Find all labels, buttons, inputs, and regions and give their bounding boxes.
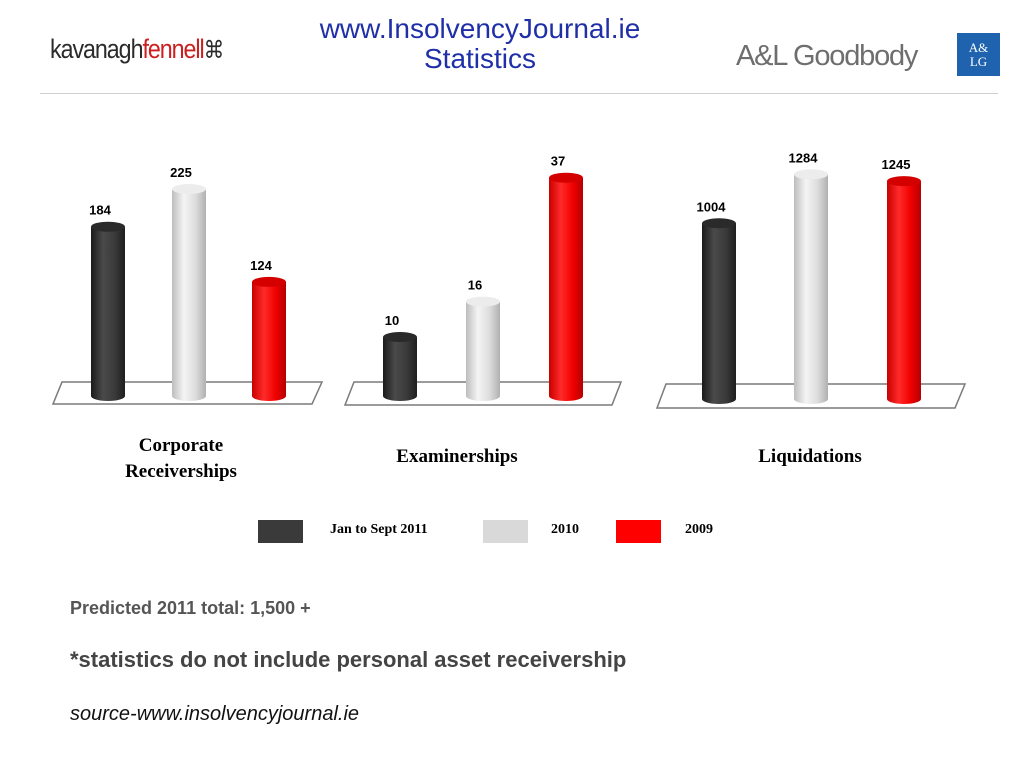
bar	[549, 177, 583, 401]
legend-swatch-2011	[258, 520, 303, 543]
al-goodbody-logo-text: A&L Goodbody	[736, 40, 918, 72]
bar	[252, 281, 286, 401]
data-label: 1245	[882, 157, 911, 172]
title-line-1: www.InsolvencyJournal.ie	[319, 13, 641, 44]
data-label: 1004	[697, 199, 727, 214]
bar	[172, 189, 206, 401]
bar	[702, 223, 736, 404]
category-label-line: Corporate	[138, 435, 224, 456]
bar	[794, 174, 828, 404]
bar	[466, 301, 500, 401]
predicted-total-note: Predicted 2011 total: 1,500 +	[70, 598, 311, 618]
data-label: 16	[468, 278, 482, 293]
disclaimer-note: *statistics do not include personal asse…	[70, 647, 627, 672]
legend-swatch-2009	[616, 520, 661, 543]
bar-cap	[252, 276, 286, 287]
bar-cap	[466, 296, 500, 307]
category-label-corporate-receiverships: Corporate Receiverships	[96, 433, 266, 485]
bar-cap	[91, 221, 125, 232]
logo-left-part2: fennell	[142, 34, 204, 64]
legend-label-2009: 2009	[685, 522, 713, 537]
logo-left-part1: kavanagh	[50, 34, 143, 64]
source-note: source-www.insolvencyjournal.ie	[70, 703, 360, 725]
data-label: 1284	[789, 150, 819, 165]
category-label-line: Receiverships	[125, 461, 237, 482]
kavanagh-fennell-logo: kavanaghfennell⌘	[50, 34, 225, 65]
bar-cap	[887, 176, 921, 187]
bar-chart: 184 225 124 10 16 37 1004 1284 1245	[51, 150, 967, 409]
bar	[91, 226, 125, 401]
logo-mark-icon: ⌘	[203, 37, 225, 64]
legend-swatch-2010	[483, 520, 528, 543]
bar-cap	[172, 184, 206, 194]
category-label-examinerships: Examinerships	[396, 446, 518, 467]
legend-label-2011: Jan to Sept 2011	[330, 522, 428, 537]
bar-cap	[549, 172, 583, 183]
header-divider	[40, 93, 998, 94]
legend-label-2010: 2010	[551, 522, 579, 537]
bar-cap	[702, 218, 736, 229]
data-label: 37	[551, 154, 565, 169]
data-label: 184	[89, 203, 111, 218]
al-goodbody-logo-icon: A& LG	[957, 33, 1000, 76]
logo-box-line-2: LG	[969, 53, 988, 69]
title-line-2: Statistics	[423, 43, 537, 74]
bar-cap	[383, 332, 417, 342]
data-label: 10	[385, 313, 399, 328]
category-label-liquidations: Liquidations	[758, 446, 862, 467]
bar	[887, 181, 921, 404]
bar-cap	[794, 169, 828, 180]
data-label: 225	[170, 165, 192, 180]
page-title: www.InsolvencyJournal.ie Statistics	[270, 14, 690, 74]
bar	[383, 337, 417, 401]
data-label: 124	[250, 258, 272, 273]
logo-box-line-1: A&	[968, 39, 989, 55]
